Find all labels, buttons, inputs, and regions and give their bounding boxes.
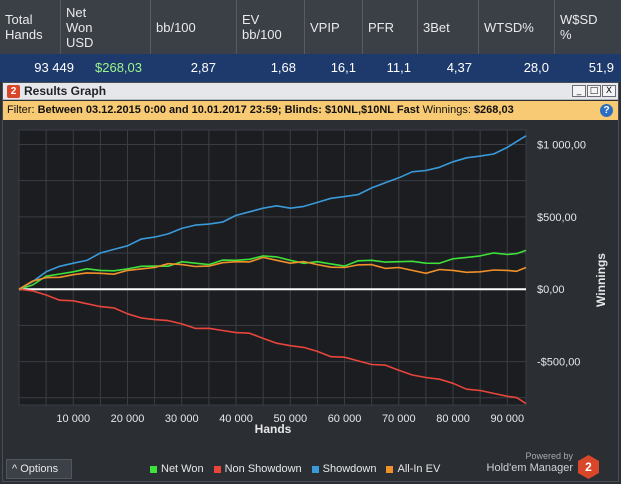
series-line-non-showdown <box>18 288 527 405</box>
bottom-bar: ^ Options Net Won Non Showdown Showdown All… <box>3 451 618 482</box>
window-titlebar[interactable]: 2 Results Graph _ □ X <box>3 83 618 100</box>
x-tick-label: 50 000 <box>273 413 307 425</box>
legend-label: Showdown <box>322 463 377 475</box>
legend-swatch <box>150 465 157 473</box>
series-lines <box>18 135 527 405</box>
value-wsd: 51,9 <box>588 60 614 75</box>
header-pfr[interactable]: PFR <box>363 0 418 54</box>
winnings-label: Winnings: <box>422 104 471 116</box>
x-tick-labels: 10 000 20 000 30 000 40 000 50 000 60 000 70 0… <box>56 413 524 425</box>
results-chart[interactable]: 10 000 20 000 30 000 40 000 50 000 60 000 70 0… <box>3 120 618 454</box>
x-tick-label: 80 000 <box>436 413 470 425</box>
header-ev-bb100[interactable]: EV bb/100 <box>237 0 305 54</box>
x-tick-label: 30 000 <box>165 413 199 425</box>
results-graph-window: 2 Results Graph _ □ X Filter: Between 03… <box>2 82 619 482</box>
legend-label: Non Showdown <box>224 463 302 475</box>
legend-label: Net Won <box>161 463 204 475</box>
value-wtsd: 28,0 <box>523 60 549 75</box>
header-wtsd[interactable]: WTSD% <box>479 0 555 54</box>
y-tick-label: -$500,00 <box>537 357 580 369</box>
value-total-hands: 93 449 <box>34 60 74 75</box>
maximize-button[interactable]: □ <box>587 85 601 97</box>
brand-name: Hold'em Manager <box>486 462 573 474</box>
filter-criteria: Between 03.12.2015 0:00 and 10.01.2017 2… <box>37 104 420 116</box>
series-line-showdown <box>18 135 527 290</box>
legend-swatch <box>311 465 319 473</box>
legend-swatch <box>213 465 221 473</box>
header-bb100[interactable]: bb/100 <box>151 0 237 54</box>
header-vpip[interactable]: VPIP <box>305 0 363 54</box>
app-logo-icon: 2 <box>7 85 20 98</box>
y-axis-label: Winnings <box>594 253 608 307</box>
powered-by-label: Powered by <box>525 451 573 461</box>
series-line-all-in-ev <box>18 256 527 290</box>
y-tick-label: $1 000,00 <box>537 139 586 151</box>
value-net-won: $268,03 <box>95 60 142 75</box>
value-bb100: 2,87 <box>190 60 216 75</box>
header-total-hands[interactable]: Total Hands <box>0 0 61 54</box>
options-button[interactable]: ^ Options <box>6 459 72 479</box>
window-title: Results Graph <box>24 84 107 98</box>
x-tick-label: 10 000 <box>56 413 90 425</box>
value-vpip: 16,1 <box>330 60 356 75</box>
x-tick-label: 60 000 <box>328 413 362 425</box>
x-tick-label: 20 000 <box>111 413 145 425</box>
minimize-button[interactable]: _ <box>572 85 586 97</box>
chart-legend: Net Won Non Showdown Showdown All-In EV <box>150 463 440 475</box>
legend-item-net-won[interactable]: Net Won <box>150 463 204 475</box>
help-icon[interactable]: ? <box>600 104 613 117</box>
plot-area <box>18 129 527 406</box>
header-wsd[interactable]: W$SD % <box>560 12 598 42</box>
x-tick-label: 70 000 <box>382 413 416 425</box>
value-pfr: 11,1 <box>386 60 411 75</box>
value-3bet: 4,37 <box>446 60 472 75</box>
close-button[interactable]: X <box>602 85 616 97</box>
stats-data-row[interactable]: 93 449 $268,03 2,87 1,68 16,1 11,1 4,37 … <box>0 54 621 82</box>
winnings-value: $268,03 <box>473 104 514 116</box>
brand-logo-icon: 2 <box>578 455 599 479</box>
y-tick-label: $500,00 <box>537 212 577 224</box>
legend-item-non-showdown[interactable]: Non Showdown <box>213 463 302 475</box>
y-tick-label: $0,00 <box>537 284 565 296</box>
legend-swatch <box>386 465 394 473</box>
series-line-net-won <box>18 249 527 290</box>
filter-text: Filter: Between 03.12.2015 0:00 and 10.0… <box>7 103 514 118</box>
x-tick-label: 90 000 <box>490 413 524 425</box>
x-axis-label: Hands <box>255 422 292 436</box>
value-ev-bb100: 1,68 <box>270 60 296 75</box>
brand-text: Powered by Hold'em Manager <box>483 451 573 475</box>
legend-item-all-in-ev[interactable]: All-In EV <box>386 463 440 475</box>
stats-header-row: Total Hands Net Won USD bb/100 EV bb/100… <box>0 0 621 54</box>
y-tick-labels: $1 000,00 $500,00 $0,00 -$500,00 <box>537 139 586 368</box>
legend-label: All-In EV <box>397 463 441 475</box>
legend-item-showdown[interactable]: Showdown <box>311 463 377 475</box>
x-tick-label: 40 000 <box>219 413 253 425</box>
filter-bar[interactable]: Filter: Between 03.12.2015 0:00 and 10.0… <box>3 101 618 120</box>
header-net-won[interactable]: Net Won USD <box>61 0 151 54</box>
header-3bet[interactable]: 3Bet <box>418 0 479 54</box>
stats-table: Total Hands Net Won USD bb/100 EV bb/100… <box>0 0 621 82</box>
filter-label: Filter: <box>7 104 35 116</box>
